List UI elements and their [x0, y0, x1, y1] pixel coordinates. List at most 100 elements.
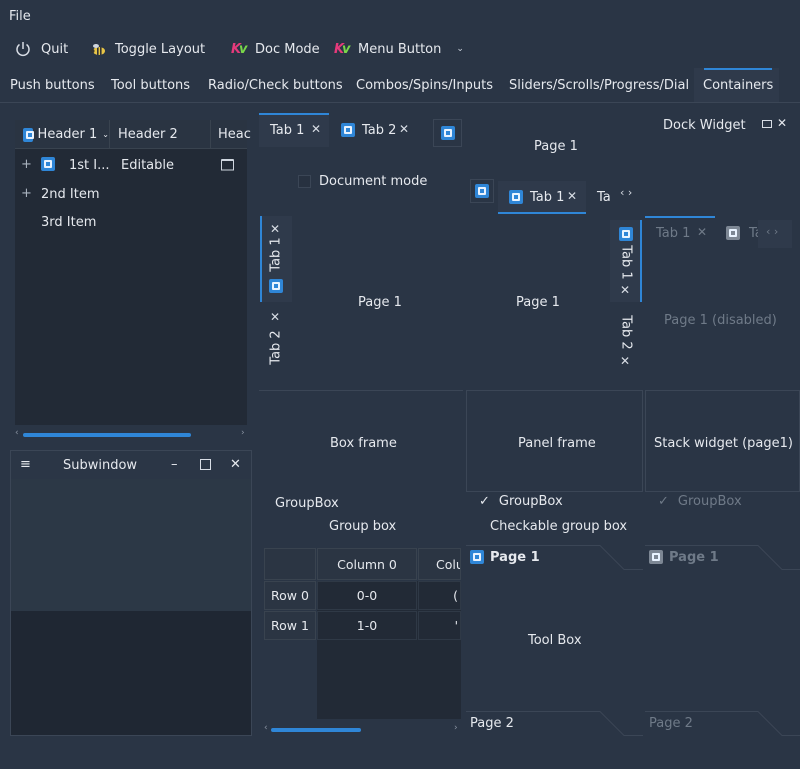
toolbox-page-2[interactable]: Page 2 — [470, 716, 514, 731]
table-cell[interactable]: ' — [418, 611, 461, 640]
corner-button-left[interactable] — [470, 179, 494, 203]
tab-1[interactable]: Tab 1 ✕ — [259, 113, 329, 147]
column-header[interactable]: Column 0 — [317, 548, 417, 580]
tree-row[interactable]: 3rd Item — [15, 208, 247, 234]
quit-button[interactable]: Quit — [14, 38, 68, 60]
minimize-icon[interactable]: – — [171, 457, 178, 472]
tab-push-buttons[interactable]: Push buttons — [10, 78, 95, 93]
vertical-tab-1[interactable]: ✕ Tab 1 — [260, 216, 292, 302]
maximize-icon[interactable] — [200, 459, 211, 470]
header-1-label: Header 1 — [37, 127, 98, 142]
scroll-arrows-icon: ‹ › — [766, 225, 779, 238]
close-icon[interactable]: ✕ — [620, 354, 631, 368]
close-icon[interactable]: ✕ — [270, 310, 281, 324]
close-icon[interactable]: ✕ — [567, 189, 578, 203]
app-icon — [269, 279, 283, 293]
tab-2-label: Tab 2 — [268, 330, 284, 365]
scrollbar-thumb[interactable] — [23, 433, 191, 437]
table-horizontal-scrollbar[interactable]: ‹ › — [264, 723, 461, 735]
checkbox-box[interactable] — [298, 175, 311, 188]
subwindow[interactable]: ≡ Subwindow – ✕ — [10, 450, 252, 736]
toolbox-tab-shape — [645, 711, 800, 736]
tab-partial[interactable]: Ta — [597, 190, 611, 205]
checkable-groupbox-title[interactable]: ✓ GroupBox — [479, 495, 563, 508]
toggle-layout-button[interactable]: Toggle Layout — [89, 38, 205, 60]
table-widget[interactable]: Column 0 Colu Row 0 Row 1 0-0 ( 1-0 ' — [264, 548, 461, 720]
column-header[interactable]: Colu — [418, 548, 461, 580]
vertical-tab-2[interactable]: ✕ Tab 2 — [260, 305, 292, 371]
quit-label: Quit — [41, 41, 69, 57]
tab-combos-spins-inputs[interactable]: Combos/Spins/Inputs — [356, 78, 493, 93]
app-icon — [470, 550, 484, 564]
table-cell[interactable]: 1-0 — [317, 611, 417, 640]
close-icon[interactable]: ✕ — [311, 122, 322, 136]
tab-radio-check-buttons[interactable]: Radio/Check buttons — [208, 78, 343, 93]
scroll-left-icon[interactable]: ‹ — [15, 428, 19, 438]
close-icon[interactable]: ✕ — [399, 122, 410, 136]
vertical-tab-1-east[interactable]: Tab 1 ✕ — [610, 220, 642, 302]
close-icon[interactable]: ✕ — [620, 283, 631, 297]
document-mode-checkbox[interactable]: Document mode — [298, 175, 427, 188]
panel-frame: Panel frame — [466, 390, 643, 492]
header-2[interactable]: Header 2 — [118, 127, 178, 142]
corner-button[interactable] — [433, 119, 462, 147]
scroll-arrows-icon[interactable]: ‹ › — [620, 186, 633, 199]
tree-row[interactable]: + 1st I... Editable — [15, 151, 247, 177]
scroll-left-icon[interactable]: ‹ — [264, 723, 268, 733]
window-icon — [221, 159, 234, 171]
tab-2[interactable]: Tab 2 ✕ — [333, 113, 419, 147]
table-cell[interactable]: 0-0 — [317, 581, 417, 610]
checkable-group-box-caption: Checkable group box — [490, 519, 628, 534]
app-icon — [509, 190, 523, 204]
tab-1-label: Tab 1 — [268, 237, 284, 272]
editable-cell[interactable]: Editable — [121, 158, 175, 173]
power-icon — [16, 42, 30, 57]
tab-containers[interactable]: Containers — [694, 68, 779, 102]
menu-icon[interactable]: ≡ — [20, 457, 31, 472]
tab-sliders-scrolls[interactable]: Sliders/Scrolls/Progress/Dial — [509, 78, 690, 93]
expand-plus-icon[interactable]: + — [21, 186, 32, 201]
toolbox-tab-shape — [466, 545, 643, 570]
checkmark-icon[interactable]: ✓ — [479, 494, 490, 509]
tab-tool-buttons[interactable]: Tool buttons — [111, 78, 191, 93]
file-menu[interactable]: File — [9, 9, 31, 24]
tab-1-label: Tab 1 — [656, 226, 691, 241]
app-icon — [341, 123, 355, 137]
close-icon[interactable]: ✕ — [270, 222, 281, 236]
app-icon — [475, 184, 489, 198]
row-header[interactable]: Row 1 — [264, 611, 316, 640]
close-icon[interactable]: ✕ — [230, 457, 241, 472]
header-3[interactable]: Heac — [218, 127, 251, 142]
page-1-label: Page 1 — [516, 295, 560, 310]
expand-plus-icon[interactable]: + — [21, 157, 32, 172]
tab-1-selected[interactable]: Tab 1 ✕ — [498, 181, 586, 214]
menu-button-label: Menu Button — [358, 41, 442, 57]
tree-row[interactable]: + 2nd Item — [15, 180, 247, 206]
float-icon[interactable] — [762, 120, 772, 128]
dock-tab-1: Tab 1 ✕ — [645, 216, 715, 250]
doc-mode-label: Doc Mode — [255, 41, 320, 57]
scroll-right-icon[interactable]: › — [454, 723, 458, 733]
checkmark-icon: ✓ — [658, 494, 669, 509]
tree-item-label: 2nd Item — [41, 187, 100, 202]
vertical-tab-2-east[interactable]: Tab 2 ✕ — [610, 306, 642, 372]
subwindow-titlebar[interactable]: ≡ Subwindow – ✕ — [11, 451, 251, 479]
toolbox-page-1[interactable]: Page 1 — [470, 550, 540, 564]
tree-item-label: 3rd Item — [41, 215, 97, 230]
tree-horizontal-scrollbar[interactable]: ‹ › — [15, 428, 247, 440]
header-1[interactable]: Header 1 ⌄ — [15, 120, 110, 149]
table-corner[interactable] — [264, 548, 316, 580]
tree-widget[interactable]: Header 1 ⌄ Header 2 Heac + 1st I... Edit… — [15, 120, 251, 425]
scrollbar-thumb[interactable] — [271, 728, 361, 732]
panel-frame-label: Panel frame — [518, 436, 596, 451]
toolbox-content-label: Tool Box — [528, 633, 582, 648]
table-cell[interactable]: ( — [418, 581, 461, 610]
scroll-right-icon[interactable]: › — [241, 428, 245, 438]
row-header[interactable]: Row 0 — [264, 581, 316, 610]
tree-header: Header 1 ⌄ Header 2 Heac — [15, 120, 251, 149]
close-icon[interactable]: ✕ — [777, 116, 788, 130]
